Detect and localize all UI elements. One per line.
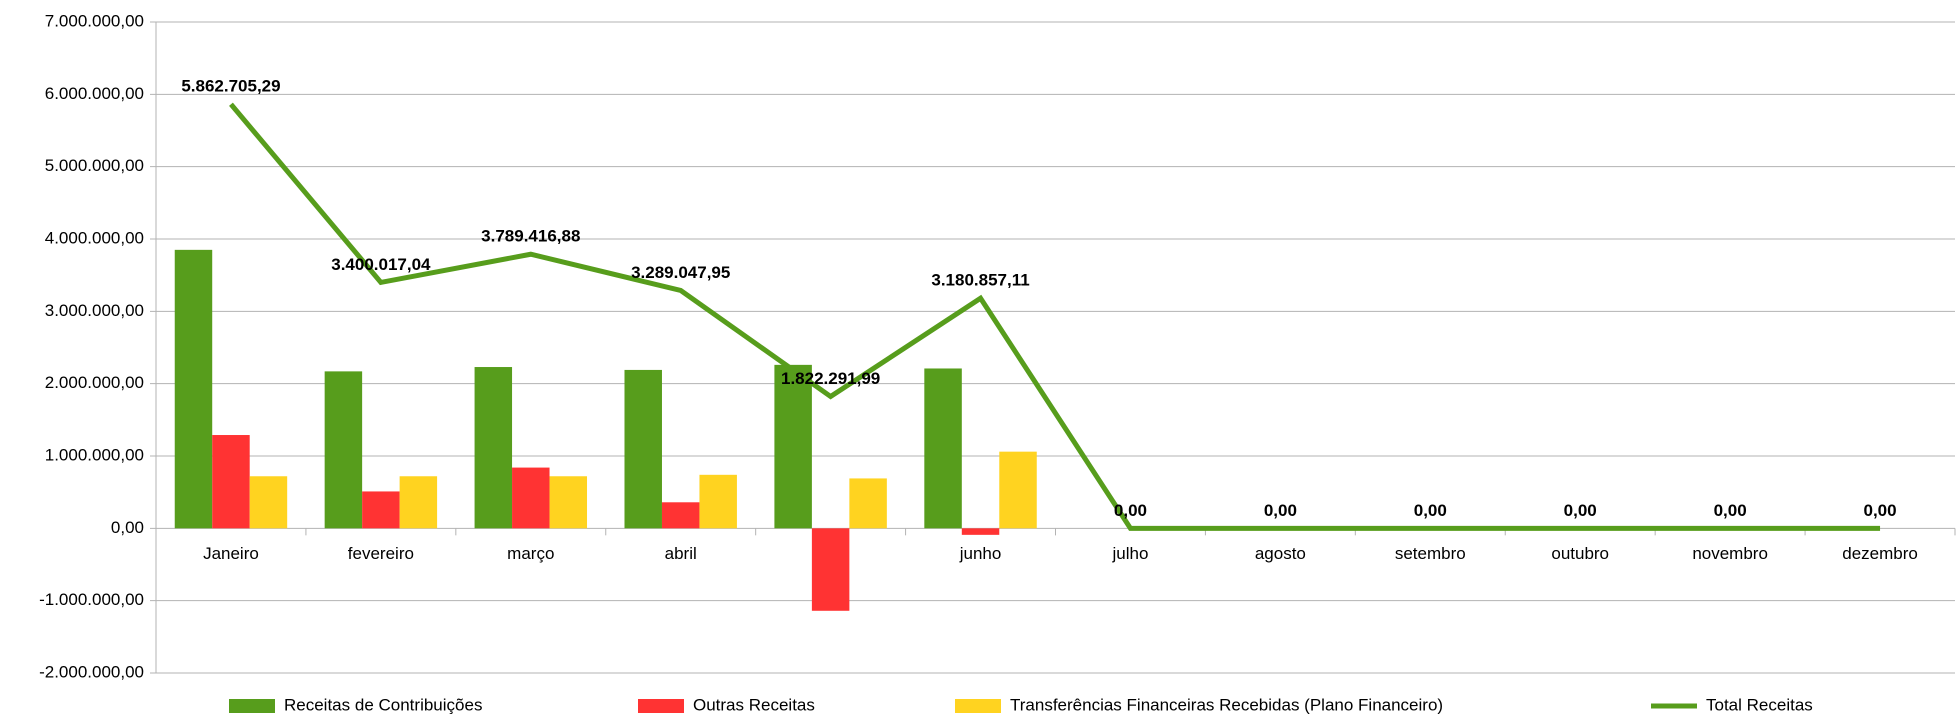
bar (811, 528, 850, 611)
y-tick-label: 5.000.000,00 (45, 156, 144, 175)
legend-swatch (955, 699, 1001, 713)
value-label: 3.180.857,11 (931, 271, 1029, 290)
legend-swatch (229, 699, 275, 713)
y-tick-label: 2.000.000,00 (45, 373, 144, 392)
y-tick-label: -1.000.000,00 (39, 590, 144, 609)
value-label: 3.289.047,95 (631, 263, 730, 282)
value-label: 0,00 (1414, 501, 1447, 520)
bar (362, 491, 400, 529)
y-tick-label: -2.000.000,00 (39, 662, 144, 681)
legend-swatch (638, 699, 684, 713)
x-tick-label: fevereiro (348, 544, 414, 563)
value-label: 0,00 (1714, 501, 1747, 520)
value-label: 0,00 (1564, 501, 1597, 520)
bar (212, 435, 250, 529)
y-tick-label: 6.000.000,00 (45, 84, 144, 103)
value-label: 1.822.291,99 (781, 369, 880, 388)
bar (624, 369, 662, 529)
bar (774, 364, 812, 529)
x-tick-label: agosto (1255, 544, 1306, 563)
bar (661, 502, 700, 529)
x-tick-label: dezembro (1842, 544, 1918, 563)
legend-label: Transferências Financeiras Recebidas (Pl… (1010, 695, 1443, 714)
x-tick-label: outubro (1551, 544, 1609, 563)
x-tick-label: abril (665, 544, 697, 563)
x-tick-label: julho (1111, 544, 1148, 563)
bar (174, 249, 213, 529)
bar (961, 528, 1000, 535)
x-tick-label: Janeiro (203, 544, 259, 563)
bar (999, 451, 1037, 529)
y-tick-label: 3.000.000,00 (45, 301, 144, 320)
bar (249, 476, 288, 529)
bar (699, 474, 737, 529)
y-tick-label: 0,00 (111, 518, 144, 537)
y-tick-label: 4.000.000,00 (45, 228, 144, 247)
bar (849, 478, 887, 529)
legend-label: Receitas de Contribuições (284, 695, 482, 714)
line (229, 102, 1881, 531)
bar (399, 476, 438, 529)
value-label: 0,00 (1264, 501, 1297, 520)
value-label: 3.400.017,04 (331, 255, 431, 274)
bar (474, 367, 513, 529)
legend-label: Outras Receitas (693, 695, 815, 714)
value-label: 5.862.705,29 (181, 77, 280, 96)
value-label: 0,00 (1863, 501, 1896, 520)
x-tick-label: março (507, 544, 554, 563)
bar (324, 371, 363, 529)
y-tick-label: 7.000.000,00 (45, 11, 144, 30)
y-tick-label: 1.000.000,00 (45, 445, 144, 464)
x-tick-label: setembro (1395, 544, 1466, 563)
value-label: 3.789.416,88 (481, 227, 580, 246)
bar (924, 368, 962, 529)
value-label: 0,00 (1114, 501, 1147, 520)
bar (512, 467, 550, 529)
x-tick-label: novembro (1692, 544, 1768, 563)
x-tick-label: junho (959, 544, 1002, 563)
legend-label: Total Receitas (1706, 695, 1813, 714)
bar (549, 476, 588, 529)
